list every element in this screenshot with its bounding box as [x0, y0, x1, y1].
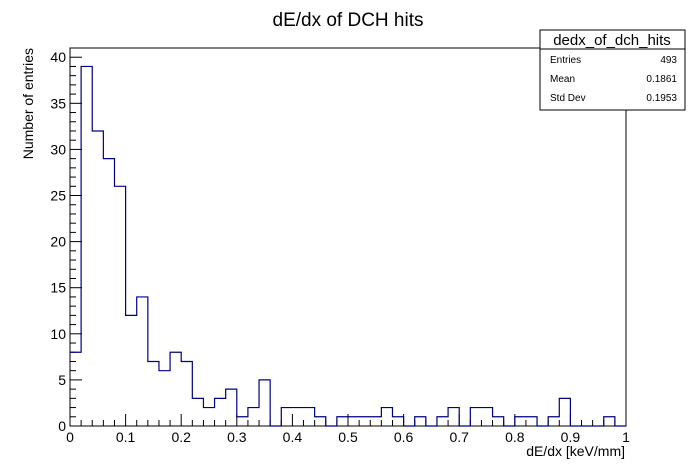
histogram-bin [559, 398, 570, 426]
histogram-bin [415, 417, 426, 426]
histogram-bin [170, 352, 181, 426]
histogram-bin [604, 417, 615, 426]
histogram-bin [392, 417, 403, 426]
histogram-bin [526, 417, 537, 426]
y-tick-label: 35 [50, 95, 66, 111]
x-tick-label: 1 [622, 429, 630, 445]
histogram-bin [81, 66, 92, 426]
histogram-bin [192, 398, 203, 426]
x-tick-label: 0.3 [227, 429, 247, 445]
y-tick-label: 20 [50, 234, 66, 250]
x-tick-label: 0 [66, 429, 74, 445]
chart-title: dE/dx of DCH hits [273, 10, 424, 31]
histogram-bin [70, 352, 81, 426]
histogram-bin [481, 408, 492, 426]
x-axis-ticks: 0 0.1 0.2 0.3 0.4 0.5 0.6 0.7 0.8 0.9 1 [66, 414, 630, 445]
y-tick-label: 5 [58, 372, 66, 388]
histogram-bin [281, 408, 292, 426]
histogram-bin [126, 315, 137, 426]
histogram-bin [148, 361, 159, 426]
histogram-bin [381, 408, 392, 426]
histogram-bin [448, 408, 459, 426]
x-tick-label: 0.1 [116, 429, 136, 445]
histogram-bin [470, 408, 481, 426]
stats-stddev-value: 0.1953 [646, 93, 677, 104]
histogram-bin [370, 417, 381, 426]
histogram-bin [348, 417, 359, 426]
y-tick-label: 30 [50, 141, 66, 157]
histogram-bin [248, 408, 259, 426]
y-tick-label: 40 [50, 49, 66, 65]
x-tick-label: 0.5 [338, 429, 358, 445]
histogram-bin [259, 380, 270, 426]
stats-box-frame [539, 29, 686, 111]
y-tick-label: 25 [50, 188, 66, 204]
histogram-series [70, 65, 626, 427]
stats-entries-value: 493 [660, 55, 677, 66]
histogram-bin [137, 297, 148, 426]
x-tick-label: 0.6 [394, 429, 414, 445]
stats-entries-label: Entries [550, 55, 581, 66]
stats-box: dedx_of_dch_hits Entries 493 Mean 0.1861… [539, 29, 686, 111]
histogram-bin [181, 361, 192, 426]
histogram-bin [515, 417, 526, 426]
y-tick-label: 10 [50, 326, 66, 342]
x-tick-label: 0.2 [171, 429, 191, 445]
histogram-bin [103, 159, 114, 426]
histogram-bin [315, 417, 326, 426]
histogram-bin [337, 417, 348, 426]
stats-box-name: dedx_of_dch_hits [553, 32, 671, 49]
x-tick-label: 0.7 [449, 429, 469, 445]
y-tick-label: 15 [50, 280, 66, 296]
histogram-bin [437, 417, 448, 426]
histogram-bin [203, 408, 214, 426]
x-tick-label: 0.9 [561, 429, 581, 445]
histogram-bin [493, 417, 504, 426]
histogram-bin [226, 389, 237, 426]
stats-stddev-label: Std Dev [550, 93, 586, 104]
stats-mean-value: 0.1861 [646, 74, 677, 85]
histogram-bin [304, 408, 315, 426]
histogram-bin [92, 131, 103, 426]
histogram-bin [548, 417, 559, 426]
x-axis-label: dE/dx [keV/mm] [526, 443, 625, 459]
x-tick-label: 0.4 [283, 429, 303, 445]
histogram-bin [215, 398, 226, 426]
histogram-bin [159, 371, 170, 426]
histogram-bin [237, 417, 248, 426]
y-axis-ticks: 0 5 10 15 20 25 30 35 40 [50, 47, 82, 434]
histogram-bin [292, 408, 303, 426]
y-axis-label: Number of entries [20, 48, 36, 159]
histogram-bin [114, 186, 125, 426]
stats-mean-label: Mean [550, 74, 575, 85]
histogram-bin [359, 417, 370, 426]
x-tick-label: 0.8 [505, 429, 525, 445]
histogram-step-line [70, 65, 626, 427]
y-tick-label: 0 [58, 418, 66, 434]
